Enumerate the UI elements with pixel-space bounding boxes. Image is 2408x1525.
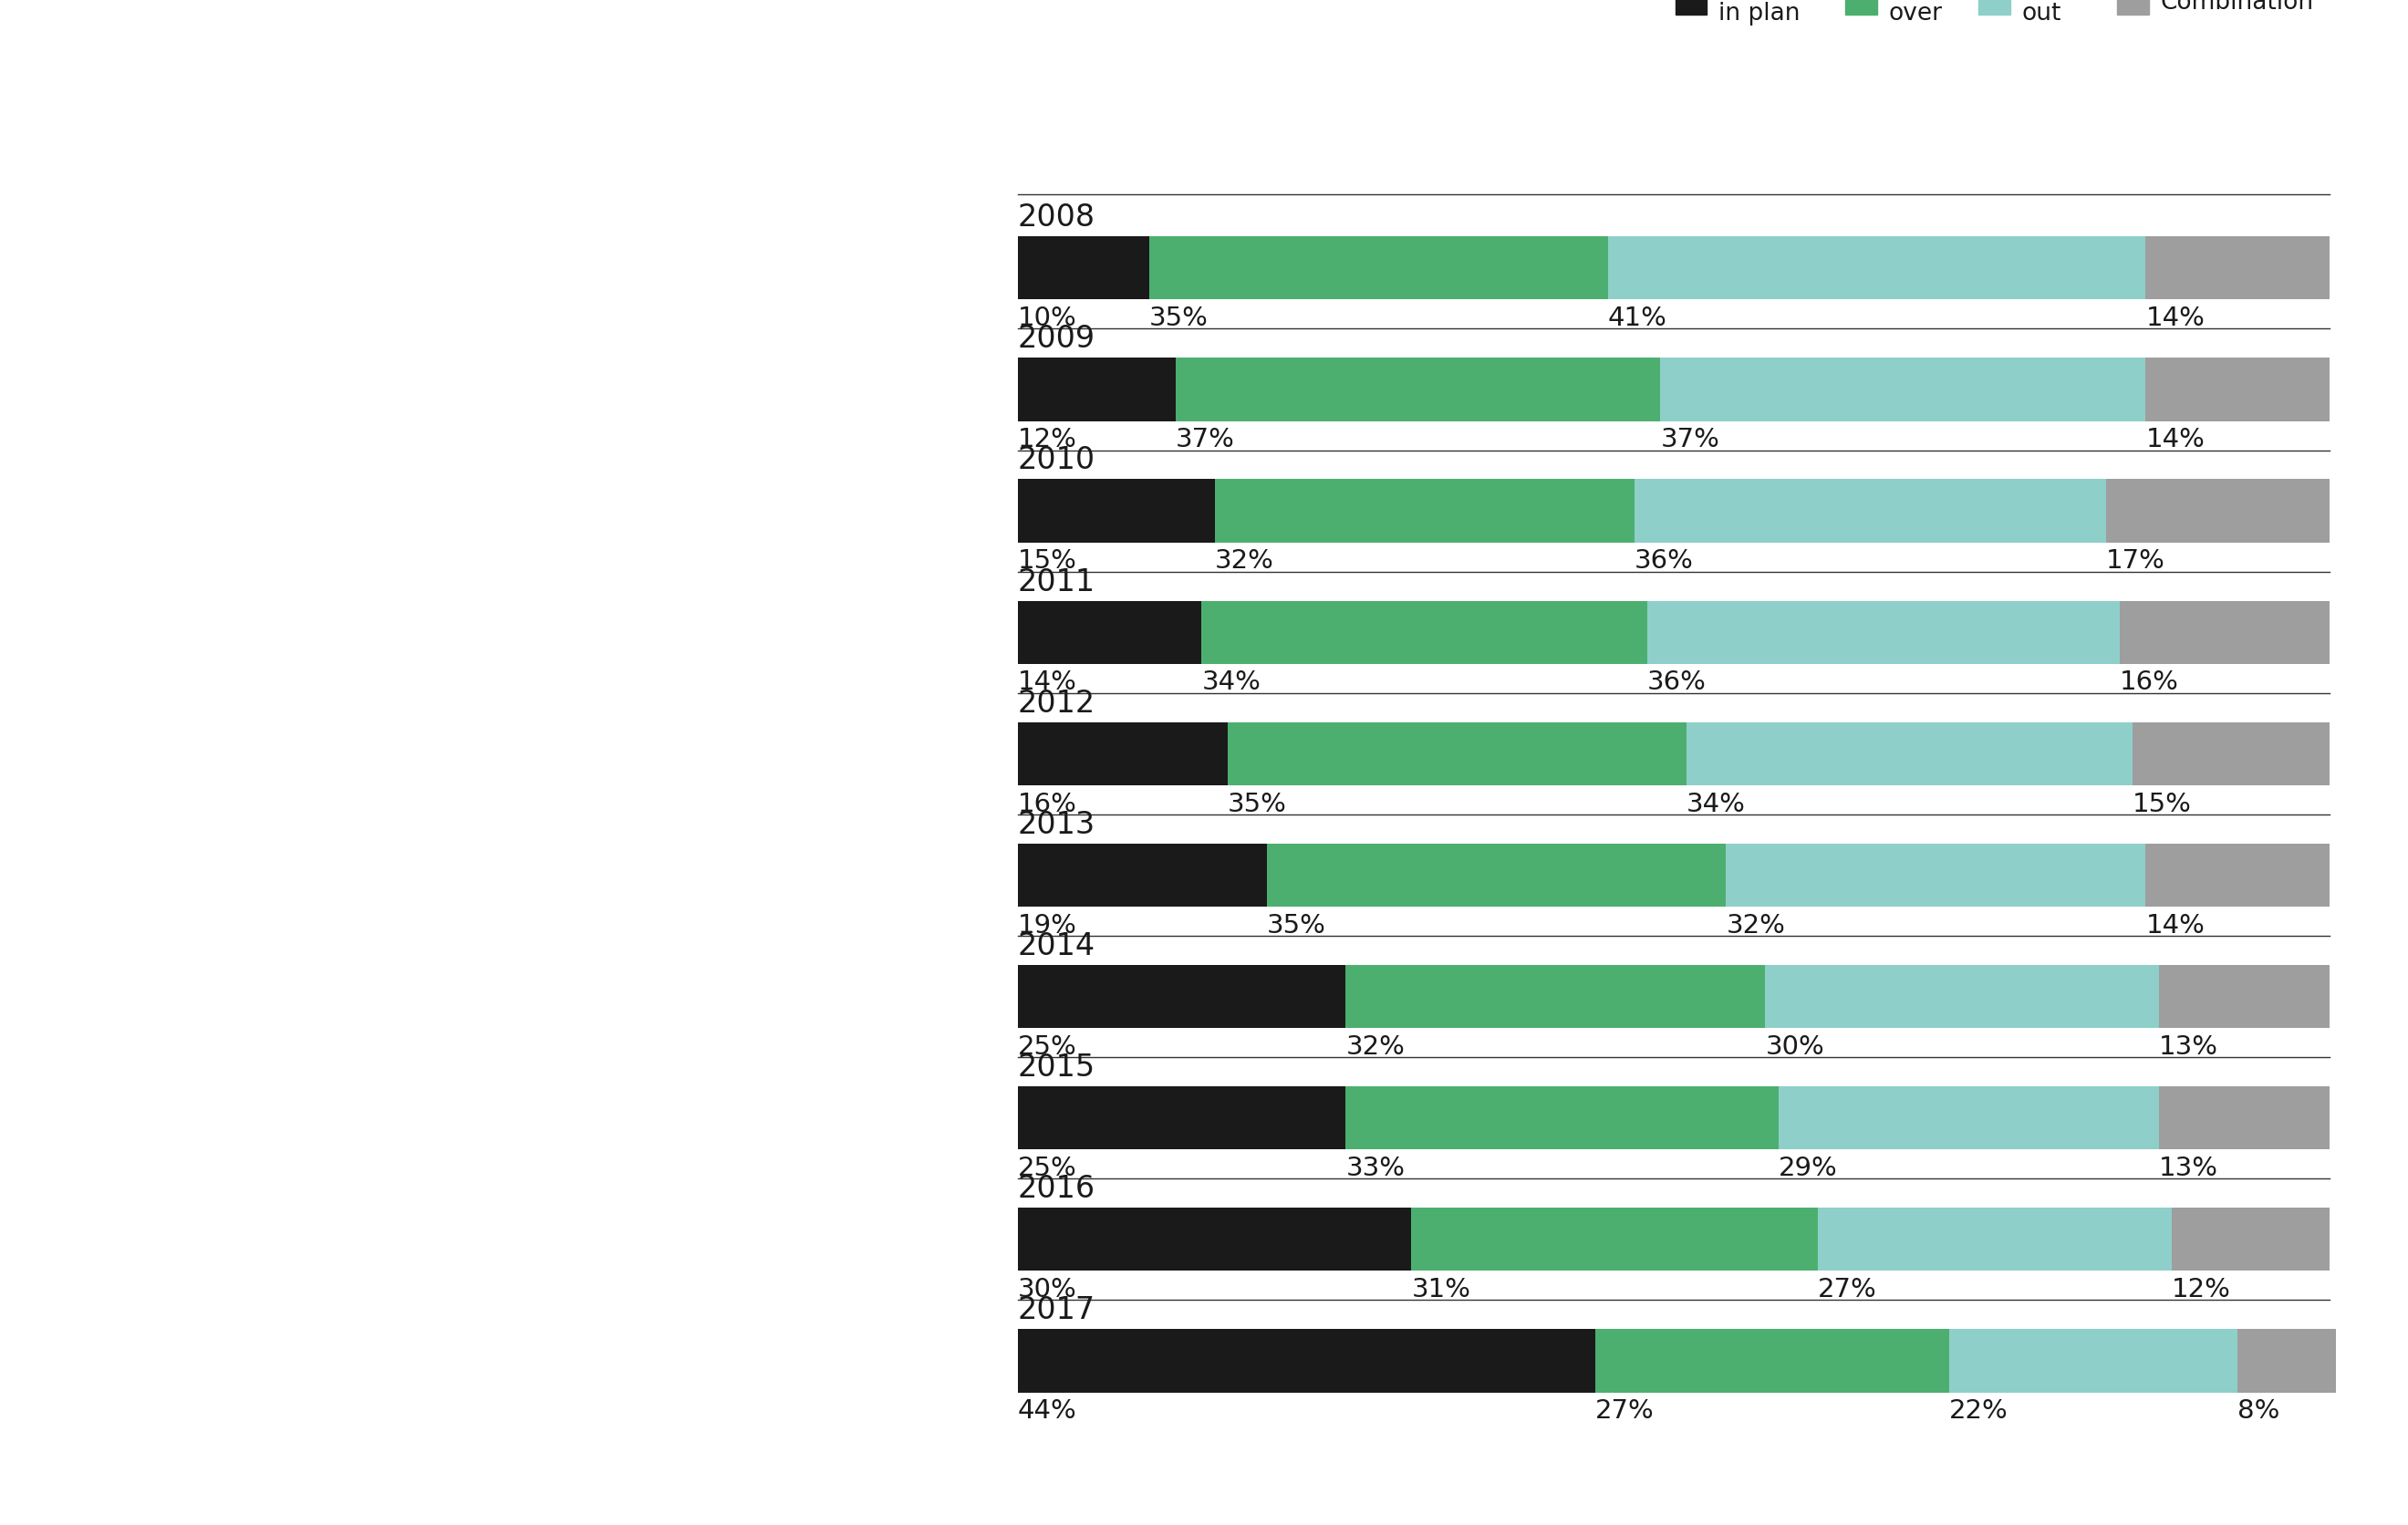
- Bar: [1019, 1086, 1346, 1150]
- Bar: [1346, 1086, 1780, 1150]
- Text: 2014: 2014: [1019, 932, 1096, 961]
- Text: 32%: 32%: [1727, 913, 1784, 938]
- Text: 32%: 32%: [1346, 1034, 1404, 1060]
- Text: 14%: 14%: [1019, 669, 1076, 695]
- Bar: [1411, 1208, 1818, 1270]
- Text: 2015: 2015: [1019, 1052, 1096, 1083]
- Bar: [1635, 479, 2107, 543]
- Text: 41%: 41%: [1609, 305, 1666, 331]
- Bar: [2158, 1086, 2329, 1150]
- Bar: [1818, 1208, 2172, 1270]
- Text: 12%: 12%: [2172, 1276, 2232, 1302]
- Bar: [1019, 965, 1346, 1028]
- Text: 14%: 14%: [2146, 305, 2206, 331]
- Bar: [1019, 1208, 1411, 1270]
- Text: 15%: 15%: [2133, 791, 2191, 817]
- Bar: [2146, 843, 2329, 907]
- Text: 34%: 34%: [1202, 669, 1262, 695]
- Bar: [2158, 965, 2329, 1028]
- Bar: [2237, 1330, 2343, 1392]
- Text: 34%: 34%: [1686, 791, 1746, 817]
- Text: 35%: 35%: [1267, 913, 1327, 938]
- Bar: [1019, 236, 1149, 299]
- Text: 16%: 16%: [1019, 791, 1076, 817]
- Text: 2011: 2011: [1019, 567, 1096, 598]
- Text: 13%: 13%: [2158, 1156, 2218, 1182]
- Bar: [2133, 723, 2329, 785]
- Text: 44%: 44%: [1019, 1398, 1076, 1424]
- Text: 30%: 30%: [1019, 1276, 1076, 1302]
- Bar: [2107, 479, 2329, 543]
- Bar: [1175, 358, 1662, 421]
- Text: 37%: 37%: [1175, 427, 1235, 453]
- Text: 36%: 36%: [1635, 549, 1693, 573]
- Bar: [1019, 601, 1202, 663]
- Text: 2010: 2010: [1019, 445, 1096, 476]
- Text: 22%: 22%: [1948, 1398, 2008, 1424]
- Text: 32%: 32%: [1214, 549, 1274, 573]
- Text: 2008: 2008: [1019, 203, 1096, 233]
- Text: 25%: 25%: [1019, 1156, 1076, 1182]
- Text: 29%: 29%: [1780, 1156, 1837, 1182]
- Text: 35%: 35%: [1149, 305, 1209, 331]
- Text: 17%: 17%: [2107, 549, 2165, 573]
- Text: 37%: 37%: [1662, 427, 1719, 453]
- Legend: Remain
in plan, Roll
over, Cash
out, Combination: Remain in plan, Roll over, Cash out, Com…: [1666, 0, 2324, 35]
- Text: 31%: 31%: [1411, 1276, 1471, 1302]
- Bar: [2146, 358, 2329, 421]
- Bar: [1214, 479, 1635, 543]
- Text: 2016: 2016: [1019, 1174, 1096, 1205]
- Bar: [1647, 601, 2119, 663]
- Bar: [2119, 601, 2329, 663]
- Text: 27%: 27%: [1594, 1398, 1654, 1424]
- Text: 15%: 15%: [1019, 549, 1076, 573]
- Bar: [1948, 1330, 2237, 1392]
- Bar: [1662, 358, 2146, 421]
- Text: 10%: 10%: [1019, 305, 1076, 331]
- Text: 25%: 25%: [1019, 1034, 1076, 1060]
- Bar: [1202, 601, 1647, 663]
- Text: 27%: 27%: [1818, 1276, 1876, 1302]
- Bar: [1267, 843, 1727, 907]
- Bar: [1019, 843, 1267, 907]
- Bar: [1346, 965, 1765, 1028]
- Text: 19%: 19%: [1019, 913, 1076, 938]
- Text: 14%: 14%: [2146, 913, 2206, 938]
- Text: 2009: 2009: [1019, 325, 1096, 354]
- Text: 36%: 36%: [1647, 669, 1707, 695]
- Text: 33%: 33%: [1346, 1156, 1404, 1182]
- Text: 16%: 16%: [2119, 669, 2179, 695]
- Bar: [1594, 1330, 1948, 1392]
- Text: 13%: 13%: [2158, 1034, 2218, 1060]
- Bar: [1019, 358, 1175, 421]
- Text: 8%: 8%: [2237, 1398, 2280, 1424]
- Bar: [1780, 1086, 2158, 1150]
- Bar: [1727, 843, 2146, 907]
- Bar: [1019, 723, 1228, 785]
- Bar: [1228, 723, 1686, 785]
- Bar: [2172, 1208, 2329, 1270]
- Bar: [1765, 965, 2158, 1028]
- Bar: [2146, 236, 2329, 299]
- Bar: [1019, 1330, 1594, 1392]
- Bar: [1609, 236, 2146, 299]
- Text: 12%: 12%: [1019, 427, 1076, 453]
- Text: 30%: 30%: [1765, 1034, 1825, 1060]
- Bar: [1686, 723, 2133, 785]
- Text: 2012: 2012: [1019, 688, 1096, 718]
- Bar: [1149, 236, 1609, 299]
- Text: 35%: 35%: [1228, 791, 1286, 817]
- Text: 14%: 14%: [2146, 427, 2206, 453]
- Text: 2013: 2013: [1019, 810, 1096, 840]
- Bar: [1019, 479, 1214, 543]
- Text: 2017: 2017: [1019, 1295, 1096, 1325]
